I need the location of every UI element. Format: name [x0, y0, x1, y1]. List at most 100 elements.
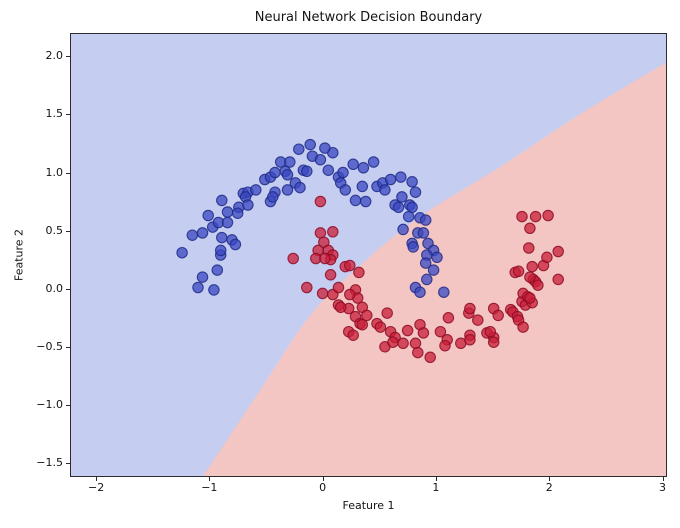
- scatter-point-0: [406, 176, 418, 188]
- scatter-point-1: [487, 336, 500, 348]
- x-tick-label: −1: [201, 481, 218, 494]
- scatter-point-1: [464, 334, 476, 346]
- scatter-point-1: [442, 312, 455, 324]
- scatter-point-0: [359, 195, 372, 208]
- scatter-point-0: [267, 191, 279, 203]
- scatter-point-0: [349, 194, 362, 207]
- scatter-point-0: [186, 229, 199, 241]
- scatter-point-1: [532, 279, 544, 291]
- x-tick-mark: [209, 477, 211, 481]
- y-tick-label: 0.0: [45, 281, 64, 295]
- scatter-point-1: [424, 351, 436, 364]
- scatter-point-1: [387, 336, 399, 348]
- scatter-point-0: [192, 281, 204, 294]
- scatter-point-0: [293, 143, 305, 155]
- scatter-point-0: [347, 158, 359, 171]
- scatter-point-0: [269, 166, 281, 179]
- scatter-point-1: [353, 266, 365, 279]
- scatter-point-0: [322, 164, 335, 176]
- scatter-point-1: [512, 265, 525, 278]
- scatter-point-1: [517, 321, 529, 333]
- scatter-point-0: [176, 246, 188, 259]
- scatter-point-1: [397, 337, 409, 350]
- scatter-point-1: [316, 287, 329, 300]
- scatter-point-1: [542, 209, 554, 222]
- scatter-point-1: [552, 273, 564, 286]
- scatter-point-1: [524, 271, 536, 283]
- scatter-point-0: [417, 227, 430, 239]
- scatter-point-0: [379, 184, 391, 196]
- scatter-point-1: [464, 302, 476, 315]
- plot-frame: [70, 33, 667, 477]
- scatter-point-1: [301, 281, 313, 294]
- scatter-point-1: [344, 259, 356, 272]
- y-tick-mark: [65, 463, 70, 465]
- scatter-point-0: [196, 227, 209, 239]
- scatter-point-1: [381, 307, 393, 319]
- scatter-point-0: [357, 162, 370, 174]
- scatter-point-0: [314, 153, 327, 166]
- scatter-point-1: [332, 281, 345, 294]
- y-tick-mark: [65, 114, 70, 116]
- scatter-point-1: [314, 195, 327, 208]
- plot-area: [70, 33, 667, 477]
- y-axis-label: Feature 2: [12, 228, 26, 282]
- x-tick-label: 0: [319, 481, 327, 494]
- scatter-point-0: [397, 223, 409, 236]
- scatter-point-0: [216, 231, 228, 244]
- scatter-point-0: [384, 173, 397, 186]
- scatter-point-1: [401, 324, 414, 337]
- scatter-point-1: [356, 318, 369, 331]
- y-tick-label: 0.5: [45, 223, 64, 237]
- scatter-point-0: [229, 238, 242, 251]
- scatter-point-0: [242, 199, 254, 211]
- scatter-point-0: [407, 241, 419, 253]
- y-tick-mark: [65, 56, 70, 58]
- scatter-point-1: [412, 346, 424, 359]
- scatter-point-1: [347, 329, 359, 341]
- scatter-point-0: [250, 184, 262, 196]
- scatter-point-0: [196, 271, 209, 283]
- scatter-point-1: [417, 327, 430, 339]
- scatter-point-0: [216, 194, 228, 207]
- scatter-point-0: [356, 180, 369, 193]
- scatter-point-1: [344, 288, 356, 301]
- x-axis-label: Feature 1: [342, 499, 395, 512]
- scatter-series-class-0-blue-moon: [176, 138, 450, 298]
- y-tick-mark: [65, 172, 70, 174]
- scatter-point-0: [395, 171, 407, 183]
- scatter-point-1: [319, 252, 331, 265]
- scatter-point-0: [294, 181, 306, 194]
- scatter-point-0: [367, 156, 380, 168]
- scatter-point-1: [287, 252, 299, 265]
- scatter-point-0: [214, 244, 227, 257]
- scatter-point-0: [419, 257, 432, 269]
- scatter-point-1: [526, 260, 538, 273]
- scatter-point-1: [434, 325, 447, 338]
- scatter-point-0: [402, 210, 415, 223]
- scatter-point-1: [529, 210, 542, 223]
- y-tick-mark: [65, 346, 70, 348]
- scatter-point-0: [208, 284, 220, 296]
- scatter-point-0: [304, 138, 316, 151]
- scatter-point-0: [339, 184, 352, 196]
- scatter-point-0: [396, 191, 408, 203]
- x-tick-label: 3: [659, 481, 666, 494]
- y-tick-label: 1.0: [45, 165, 64, 179]
- scatter-point-1: [516, 210, 528, 223]
- y-tick-label: 1.5: [45, 107, 64, 121]
- scatter-point-0: [284, 156, 296, 168]
- x-tick-mark: [96, 477, 98, 481]
- scatter-point-0: [431, 251, 443, 264]
- scatter-point-1: [409, 337, 422, 350]
- scatter-point-1: [524, 292, 536, 304]
- scatter-point-1: [484, 325, 497, 338]
- y-tick-mark: [65, 230, 70, 232]
- scatter-point-1: [541, 251, 553, 264]
- scatter-point-1: [524, 222, 536, 235]
- scatter-point-0: [281, 184, 294, 196]
- scatter-point-0: [392, 201, 405, 214]
- scatter-point-1: [324, 269, 337, 281]
- y-tick-label: −1.5: [36, 456, 63, 470]
